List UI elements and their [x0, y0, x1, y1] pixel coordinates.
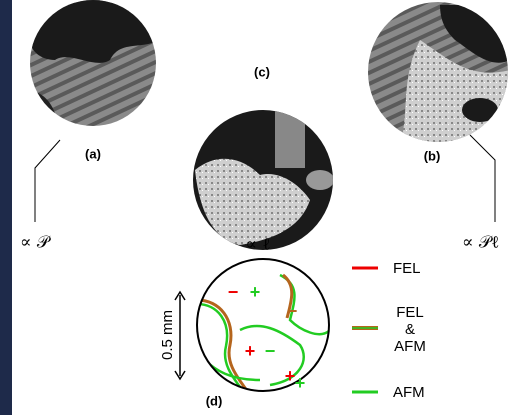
image-c [190, 108, 336, 254]
proportional-label: ∝ 𝒫ℓ [462, 233, 499, 253]
sign: − [265, 341, 276, 361]
legend-label: AFM [393, 384, 425, 401]
page: {"panels": {"a": "(a)", "b": "(b)", "c":… [0, 0, 510, 415]
sign: − [287, 301, 298, 321]
legend-label: FEL [396, 304, 424, 321]
image-a [28, 0, 160, 130]
legend-label: FEL [393, 260, 421, 277]
sign: + [285, 366, 296, 386]
image-b [368, 0, 510, 145]
connector [35, 140, 60, 222]
panel-label: (d) [206, 393, 223, 408]
sign: − [228, 282, 239, 302]
sign: + [250, 282, 261, 302]
legend-label: AFM [394, 338, 426, 355]
connector [470, 135, 495, 222]
sign: + [245, 341, 256, 361]
panel-label: (b) [424, 148, 441, 163]
proportional-label: ∝ ℓ [245, 235, 270, 255]
panel-label: (c) [254, 64, 270, 79]
panel-label: (a) [85, 146, 101, 161]
proportional-label: ∝ 𝒫 [20, 233, 51, 253]
scale-label: 0.5 mm [159, 310, 176, 360]
figure: − + − + − + + (a) (b) (c) (d) ∝ 𝒫 ∝ ℓ ∝ … [0, 0, 510, 415]
side-strip [0, 0, 12, 415]
sign: + [295, 373, 306, 393]
legend-label: & [405, 321, 415, 338]
